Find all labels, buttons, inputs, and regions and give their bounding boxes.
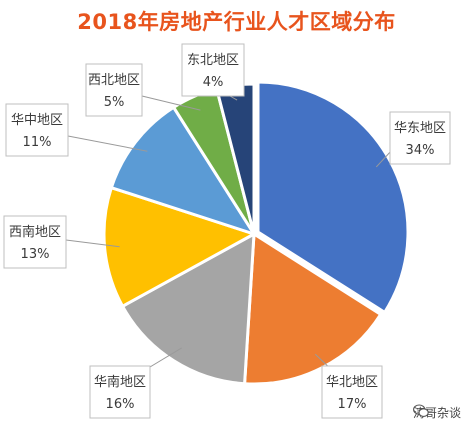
slice-name-label: 华东地区: [394, 121, 446, 136]
leader-line: [141, 95, 201, 111]
slice-name-label: 华中地区: [11, 113, 63, 128]
leader-line: [144, 347, 182, 371]
leader-line: [67, 135, 148, 152]
slice-name-label: 西南地区: [9, 224, 61, 240]
slice-name-label: 西北地区: [88, 73, 140, 88]
pie-slice: [256, 80, 410, 314]
slice-percent-label: 16%: [106, 397, 135, 412]
pie-slice: [109, 105, 256, 236]
data-label-box: [321, 365, 383, 419]
leader-line: [229, 95, 238, 101]
data-label-box: [5, 103, 69, 157]
slice-percent-label: 11%: [23, 135, 52, 150]
wechat-icon: [413, 404, 429, 417]
data-label-box: [389, 111, 451, 165]
data-label-box: [85, 63, 143, 117]
slice-name-label: 华南地区: [94, 374, 146, 390]
slice-percent-label: 13%: [21, 247, 50, 262]
slice-percent-label: 17%: [338, 397, 367, 412]
slice-percent-label: 5%: [104, 95, 125, 110]
pie-slice: [102, 186, 256, 308]
data-label-box: [3, 215, 67, 269]
leader-line: [375, 149, 393, 168]
pie-slice: [121, 232, 256, 386]
slice-percent-label: 4%: [203, 75, 224, 90]
slice-name-label: 华北地区: [326, 375, 378, 390]
slice-percent-label: 34%: [406, 143, 435, 158]
leader-line: [65, 239, 120, 248]
watermark: 涛哥杂谈: [413, 404, 461, 421]
data-label-box: [181, 43, 245, 97]
chart-title: 2018年房地产行业人才区域分布: [77, 10, 396, 34]
slice-name-label: 东北地区: [187, 53, 239, 68]
data-label-box: [89, 365, 151, 419]
